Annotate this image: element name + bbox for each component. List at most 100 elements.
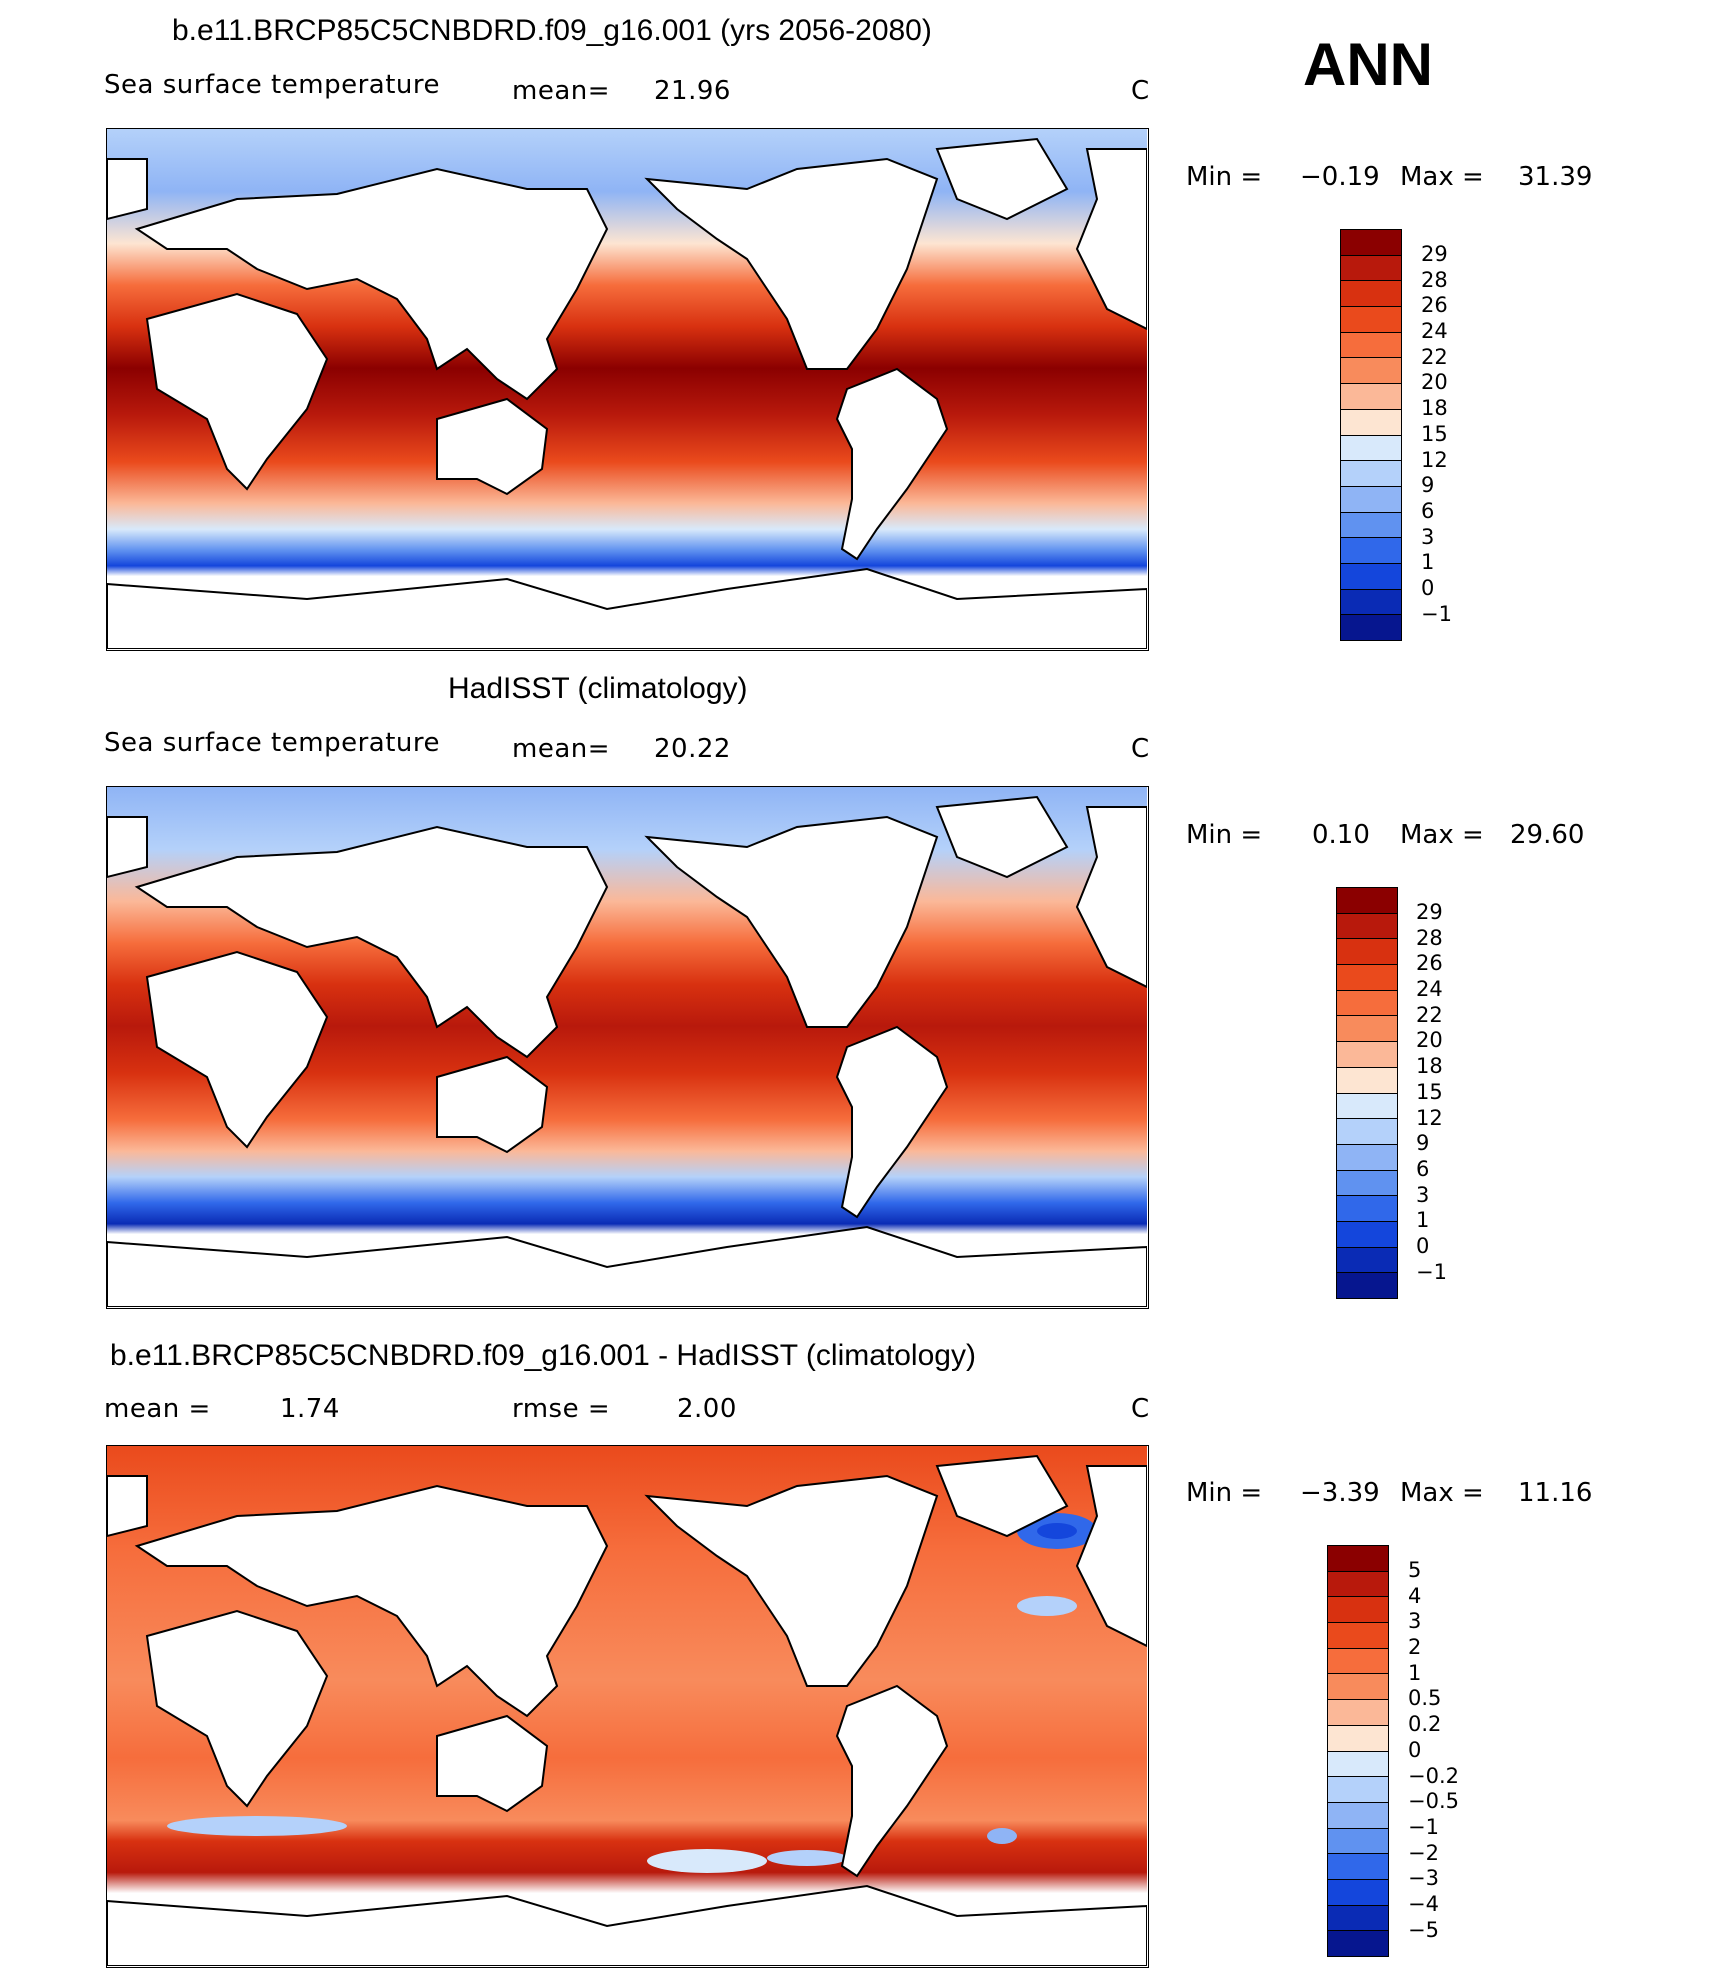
colorbar-tick-label: −2 — [1408, 1840, 1439, 1865]
units-label: C — [1131, 1394, 1150, 1424]
colorbar-tick-label: 24 — [1416, 977, 1443, 1002]
colorbar-tick-label: 0 — [1421, 575, 1435, 600]
colorbar-tick-label: 0.5 — [1408, 1686, 1442, 1711]
colorbar-swatch — [1337, 1221, 1397, 1248]
colorbar-swatch — [1337, 1016, 1397, 1043]
season-label: ANN — [1303, 31, 1433, 98]
colorbar-tick-label: 0.2 — [1408, 1712, 1442, 1737]
colorbar-swatch — [1341, 281, 1401, 308]
colorbar-swatch — [1337, 1273, 1397, 1298]
min-value: −0.19 — [1300, 162, 1380, 192]
rmse-value: 2.00 — [677, 1394, 737, 1424]
colorbar-swatch — [1337, 1170, 1397, 1197]
sst-difference-map — [106, 1445, 1149, 1968]
colorbar-swatch — [1337, 1067, 1397, 1094]
colorbar-labels: 5 4 3 2 1 0.5 0.2 0 −0.2 −0.5 −1 −2 −3 −4 −5 — [1408, 1560, 1459, 1945]
colorbar-tick-label: 26 — [1416, 951, 1443, 976]
colorbar-tick-label: 1 — [1408, 1660, 1422, 1685]
colorbar-swatch — [1341, 538, 1401, 564]
colorbar-tick-label: 26 — [1421, 293, 1448, 318]
colorbar-swatch — [1328, 1828, 1388, 1855]
colorbar-tick-label: 4 — [1408, 1583, 1422, 1608]
colorbar-tick-label: −1 — [1421, 601, 1452, 626]
units-label: C — [1131, 76, 1150, 106]
colorbar-tick-label: 9 — [1421, 473, 1435, 498]
colorbar-swatch — [1341, 512, 1401, 539]
sst-map-obs — [106, 786, 1149, 1309]
colorbar-swatch — [1341, 358, 1401, 385]
colorbar-swatch — [1337, 990, 1397, 1017]
max-label: Max = — [1400, 1478, 1484, 1508]
colorbar-tick-label: 24 — [1421, 319, 1448, 344]
colorbar-swatch — [1328, 1623, 1388, 1649]
colorbar-labels: 29 28 26 24 22 20 18 15 12 9 6 3 1 0 −1 — [1416, 902, 1447, 1287]
colorbar-tick-label: 5 — [1408, 1558, 1422, 1582]
colorbar-swatch — [1328, 1725, 1388, 1752]
colorbar-tick-label: 29 — [1421, 242, 1448, 266]
mean-value: 21.96 — [654, 76, 731, 106]
colorbar-tick-label: 22 — [1416, 1002, 1443, 1027]
colorbar-swatch — [1328, 1854, 1388, 1880]
mean-label: mean = — [104, 1394, 211, 1424]
colorbar-swatch — [1328, 1571, 1388, 1598]
colorbar-swatch — [1337, 1144, 1397, 1171]
variable-label: Sea surface temperature — [104, 728, 440, 758]
min-value: −3.39 — [1300, 1478, 1380, 1508]
colorbar-tick-label: 18 — [1421, 396, 1448, 421]
colorbar-tick-label: −4 — [1408, 1891, 1439, 1916]
colorbar-labels: 29 28 26 24 22 20 18 15 12 9 6 3 1 0 −1 — [1421, 244, 1452, 629]
max-label: Max = — [1400, 162, 1484, 192]
colorbar-tick-label: 0 — [1416, 1233, 1430, 1258]
colorbar-tick-label: 3 — [1416, 1182, 1430, 1207]
colorbar-swatch — [1328, 1931, 1388, 1956]
mean-value: 20.22 — [654, 734, 731, 764]
colorbar-swatch — [1341, 230, 1401, 256]
colorbar-swatch — [1341, 435, 1401, 462]
max-value: 29.60 — [1510, 820, 1585, 850]
colorbar-tick-label: 6 — [1416, 1156, 1430, 1181]
colorbar-swatch — [1337, 1042, 1397, 1068]
colorbar-swatch — [1341, 461, 1401, 487]
colorbar-swatch — [1328, 1546, 1388, 1572]
colorbar-tick-label: 29 — [1416, 900, 1443, 924]
colorbar-swatch — [1328, 1802, 1388, 1829]
units-label: C — [1131, 734, 1150, 764]
colorbar-tick-label: −1 — [1408, 1814, 1439, 1839]
colorbar-tick-label: 20 — [1421, 370, 1448, 395]
colorbar-tick-label: 6 — [1421, 498, 1435, 523]
min-label: Min = — [1186, 162, 1263, 192]
colorbar — [1327, 1545, 1389, 1957]
rmse-label: rmse = — [512, 1394, 611, 1424]
colorbar-swatch — [1337, 888, 1397, 914]
max-value: 11.16 — [1518, 1478, 1593, 1508]
colorbar-swatch — [1337, 1247, 1397, 1274]
colorbar-swatch — [1341, 486, 1401, 513]
panel-title: HadISST (climatology) — [448, 672, 748, 705]
colorbar-swatch — [1341, 589, 1401, 616]
colorbar-tick-label: 28 — [1416, 925, 1443, 950]
mean-label: mean= — [512, 76, 611, 106]
colorbar-tick-label: −5 — [1408, 1917, 1439, 1942]
colorbar-swatch — [1337, 1196, 1397, 1222]
colorbar-swatch — [1337, 913, 1397, 940]
colorbar-swatch — [1328, 1700, 1388, 1726]
max-value: 31.39 — [1518, 162, 1593, 192]
colorbar-tick-label: 18 — [1416, 1054, 1443, 1079]
colorbar-swatch — [1337, 1119, 1397, 1145]
colorbar-tick-label: 15 — [1421, 421, 1448, 446]
colorbar-swatch — [1341, 563, 1401, 590]
colorbar-tick-label: 12 — [1421, 447, 1448, 472]
colorbar-swatch — [1341, 409, 1401, 436]
colorbar-tick-label: −0.5 — [1408, 1789, 1459, 1814]
panel-title: b.e11.BRCP85C5CNBDRD.f09_g16.001 (yrs 20… — [172, 14, 932, 47]
colorbar-swatch — [1341, 255, 1401, 282]
min-label: Min = — [1186, 820, 1263, 850]
panel-title: b.e11.BRCP85C5CNBDRD.f09_g16.001 - HadIS… — [110, 1339, 976, 1372]
colorbar-swatch — [1341, 332, 1401, 359]
colorbar-swatch — [1337, 939, 1397, 966]
colorbar — [1336, 887, 1398, 1299]
colorbar-swatch — [1341, 384, 1401, 410]
mean-value: 1.74 — [280, 1394, 340, 1424]
colorbar-tick-label: 9 — [1416, 1131, 1430, 1156]
colorbar-tick-label: 15 — [1416, 1079, 1443, 1104]
